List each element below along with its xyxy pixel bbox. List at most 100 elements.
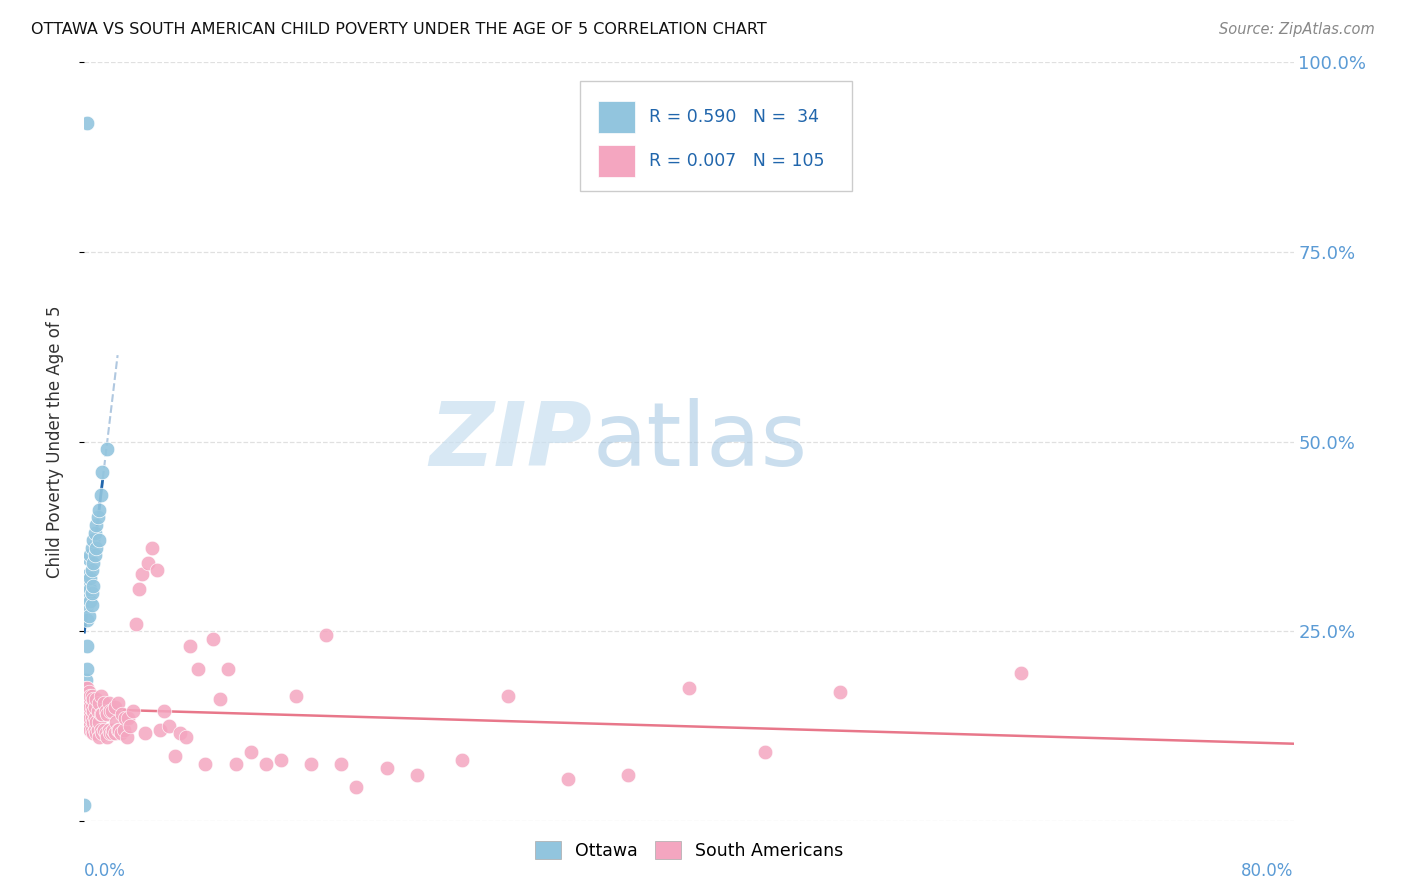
Point xyxy=(128,582,150,597)
Point xyxy=(174,730,197,744)
Point xyxy=(76,116,98,130)
FancyBboxPatch shape xyxy=(599,101,634,133)
Point xyxy=(108,723,131,737)
Point xyxy=(114,711,136,725)
Point xyxy=(100,726,122,740)
Point xyxy=(87,704,110,718)
Point xyxy=(77,608,100,623)
Point xyxy=(80,598,103,612)
Point xyxy=(87,510,110,524)
FancyBboxPatch shape xyxy=(599,145,634,177)
Point xyxy=(77,685,100,699)
Point xyxy=(79,689,101,703)
Point xyxy=(496,689,519,703)
Point xyxy=(617,768,640,782)
Point xyxy=(406,768,429,782)
Point xyxy=(79,571,101,585)
Point xyxy=(131,567,153,582)
Point xyxy=(121,704,143,718)
Point xyxy=(94,726,117,740)
Text: 0.0%: 0.0% xyxy=(84,863,127,880)
Point xyxy=(557,772,579,786)
Point xyxy=(86,715,108,730)
Point xyxy=(96,730,118,744)
Point xyxy=(346,780,368,794)
Point xyxy=(89,503,111,517)
Point xyxy=(76,613,98,627)
Point xyxy=(149,723,172,737)
FancyBboxPatch shape xyxy=(581,81,852,191)
Point xyxy=(80,564,103,578)
Point xyxy=(270,753,292,767)
Point xyxy=(90,487,112,501)
Point xyxy=(76,692,98,706)
Point xyxy=(77,579,100,593)
Point xyxy=(80,541,103,555)
Point xyxy=(165,749,187,764)
Text: Source: ZipAtlas.com: Source: ZipAtlas.com xyxy=(1219,22,1375,37)
Point xyxy=(80,689,103,703)
Point xyxy=(97,696,120,710)
Point xyxy=(82,692,104,706)
Point xyxy=(225,756,247,771)
Point xyxy=(201,632,224,646)
Point xyxy=(111,707,134,722)
Point xyxy=(77,696,100,710)
Point xyxy=(217,662,239,676)
Point xyxy=(754,746,776,760)
Point xyxy=(98,704,121,718)
Point xyxy=(84,723,107,737)
Point xyxy=(76,704,98,718)
Point xyxy=(91,465,114,479)
Point xyxy=(157,719,180,733)
Point xyxy=(77,719,100,733)
Point xyxy=(80,586,103,600)
Point xyxy=(375,760,398,774)
Point xyxy=(79,594,101,608)
Point xyxy=(80,711,103,725)
Text: ZIP: ZIP xyxy=(429,398,592,485)
Point xyxy=(110,726,132,740)
Point xyxy=(141,541,163,555)
Point xyxy=(94,704,117,718)
Point xyxy=(194,756,217,771)
Point xyxy=(86,692,108,706)
Point xyxy=(90,723,112,737)
Point xyxy=(239,746,262,760)
Point xyxy=(77,552,100,566)
Point xyxy=(82,533,104,548)
Point xyxy=(79,711,101,725)
Point xyxy=(89,730,111,744)
Point xyxy=(75,707,97,722)
Point xyxy=(82,556,104,570)
Point xyxy=(678,681,700,695)
Point xyxy=(115,730,138,744)
Point xyxy=(125,616,148,631)
Point xyxy=(299,756,322,771)
Point xyxy=(76,715,98,730)
Point xyxy=(112,723,135,737)
Point xyxy=(98,726,121,740)
Point xyxy=(76,662,98,676)
Point xyxy=(136,556,159,570)
Point xyxy=(209,692,232,706)
Point xyxy=(169,726,191,740)
Point xyxy=(315,628,337,642)
Point xyxy=(79,548,101,563)
Point xyxy=(93,723,115,737)
Point xyxy=(76,639,98,653)
Text: atlas: atlas xyxy=(592,398,807,485)
Point xyxy=(1011,665,1033,680)
Point xyxy=(91,707,114,722)
Point xyxy=(79,699,101,714)
Point xyxy=(96,442,118,457)
Point xyxy=(100,704,122,718)
Text: 80.0%: 80.0% xyxy=(1241,863,1294,880)
Point xyxy=(80,699,103,714)
Point xyxy=(89,533,111,548)
Point xyxy=(105,715,128,730)
Point xyxy=(84,711,107,725)
Point xyxy=(87,723,110,737)
Point xyxy=(73,696,96,710)
Point xyxy=(84,548,107,563)
